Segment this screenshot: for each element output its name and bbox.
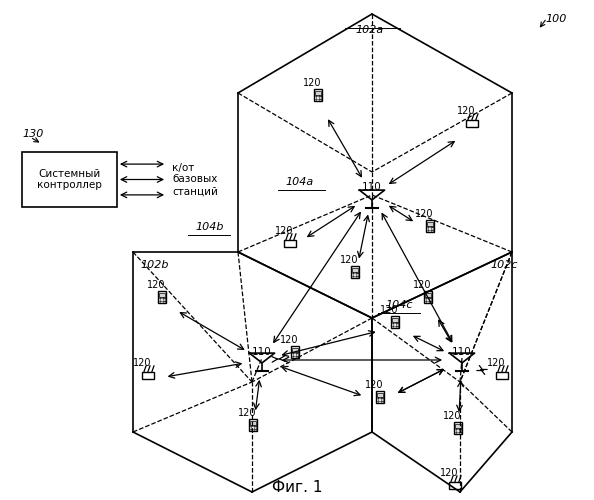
Text: 120: 120 <box>365 380 384 390</box>
Text: 120: 120 <box>303 78 321 88</box>
Text: 102b: 102b <box>140 260 169 270</box>
Text: 102c: 102c <box>490 260 517 270</box>
Text: Фиг. 1: Фиг. 1 <box>271 480 323 496</box>
Text: 120: 120 <box>487 358 505 368</box>
Text: 120: 120 <box>380 305 399 315</box>
FancyBboxPatch shape <box>466 120 478 126</box>
Text: 110: 110 <box>252 347 272 357</box>
FancyBboxPatch shape <box>392 318 398 322</box>
Text: 100: 100 <box>545 14 566 24</box>
FancyBboxPatch shape <box>292 348 298 352</box>
FancyBboxPatch shape <box>314 89 322 101</box>
Text: 102a: 102a <box>355 25 383 35</box>
Text: 120: 120 <box>443 411 462 421</box>
FancyBboxPatch shape <box>449 482 461 488</box>
FancyBboxPatch shape <box>291 346 299 358</box>
FancyBboxPatch shape <box>427 222 433 226</box>
Text: 110: 110 <box>452 347 472 357</box>
Text: 104a: 104a <box>285 177 313 187</box>
Text: 130: 130 <box>22 129 43 139</box>
FancyBboxPatch shape <box>391 316 399 328</box>
Text: 104c: 104c <box>385 300 412 310</box>
FancyBboxPatch shape <box>426 220 434 232</box>
FancyBboxPatch shape <box>424 291 432 303</box>
FancyBboxPatch shape <box>315 91 321 95</box>
FancyBboxPatch shape <box>159 293 165 297</box>
FancyBboxPatch shape <box>455 424 461 428</box>
Text: 110: 110 <box>362 182 382 192</box>
Text: 120: 120 <box>415 209 434 219</box>
FancyBboxPatch shape <box>425 293 431 297</box>
FancyBboxPatch shape <box>351 266 359 278</box>
FancyBboxPatch shape <box>142 372 154 378</box>
Text: 120: 120 <box>238 408 257 418</box>
FancyBboxPatch shape <box>352 268 358 272</box>
FancyBboxPatch shape <box>454 422 462 434</box>
Text: 120: 120 <box>340 255 359 265</box>
Text: 120: 120 <box>440 468 459 478</box>
Text: Системный
контроллер: Системный контроллер <box>37 168 102 190</box>
Text: 120: 120 <box>147 280 166 290</box>
Text: 120: 120 <box>457 106 476 116</box>
FancyBboxPatch shape <box>158 291 166 303</box>
Text: 120: 120 <box>133 358 151 368</box>
Text: 120: 120 <box>275 226 293 236</box>
FancyBboxPatch shape <box>249 419 257 431</box>
FancyBboxPatch shape <box>376 391 384 403</box>
FancyBboxPatch shape <box>496 372 508 378</box>
Text: 120: 120 <box>280 335 299 345</box>
Text: к/от
базовых
станций: к/от базовых станций <box>172 163 218 196</box>
FancyBboxPatch shape <box>250 421 256 425</box>
Text: 120: 120 <box>413 280 431 290</box>
FancyBboxPatch shape <box>22 152 117 207</box>
FancyBboxPatch shape <box>377 393 383 397</box>
Text: 104b: 104b <box>195 222 223 232</box>
FancyBboxPatch shape <box>284 240 296 246</box>
